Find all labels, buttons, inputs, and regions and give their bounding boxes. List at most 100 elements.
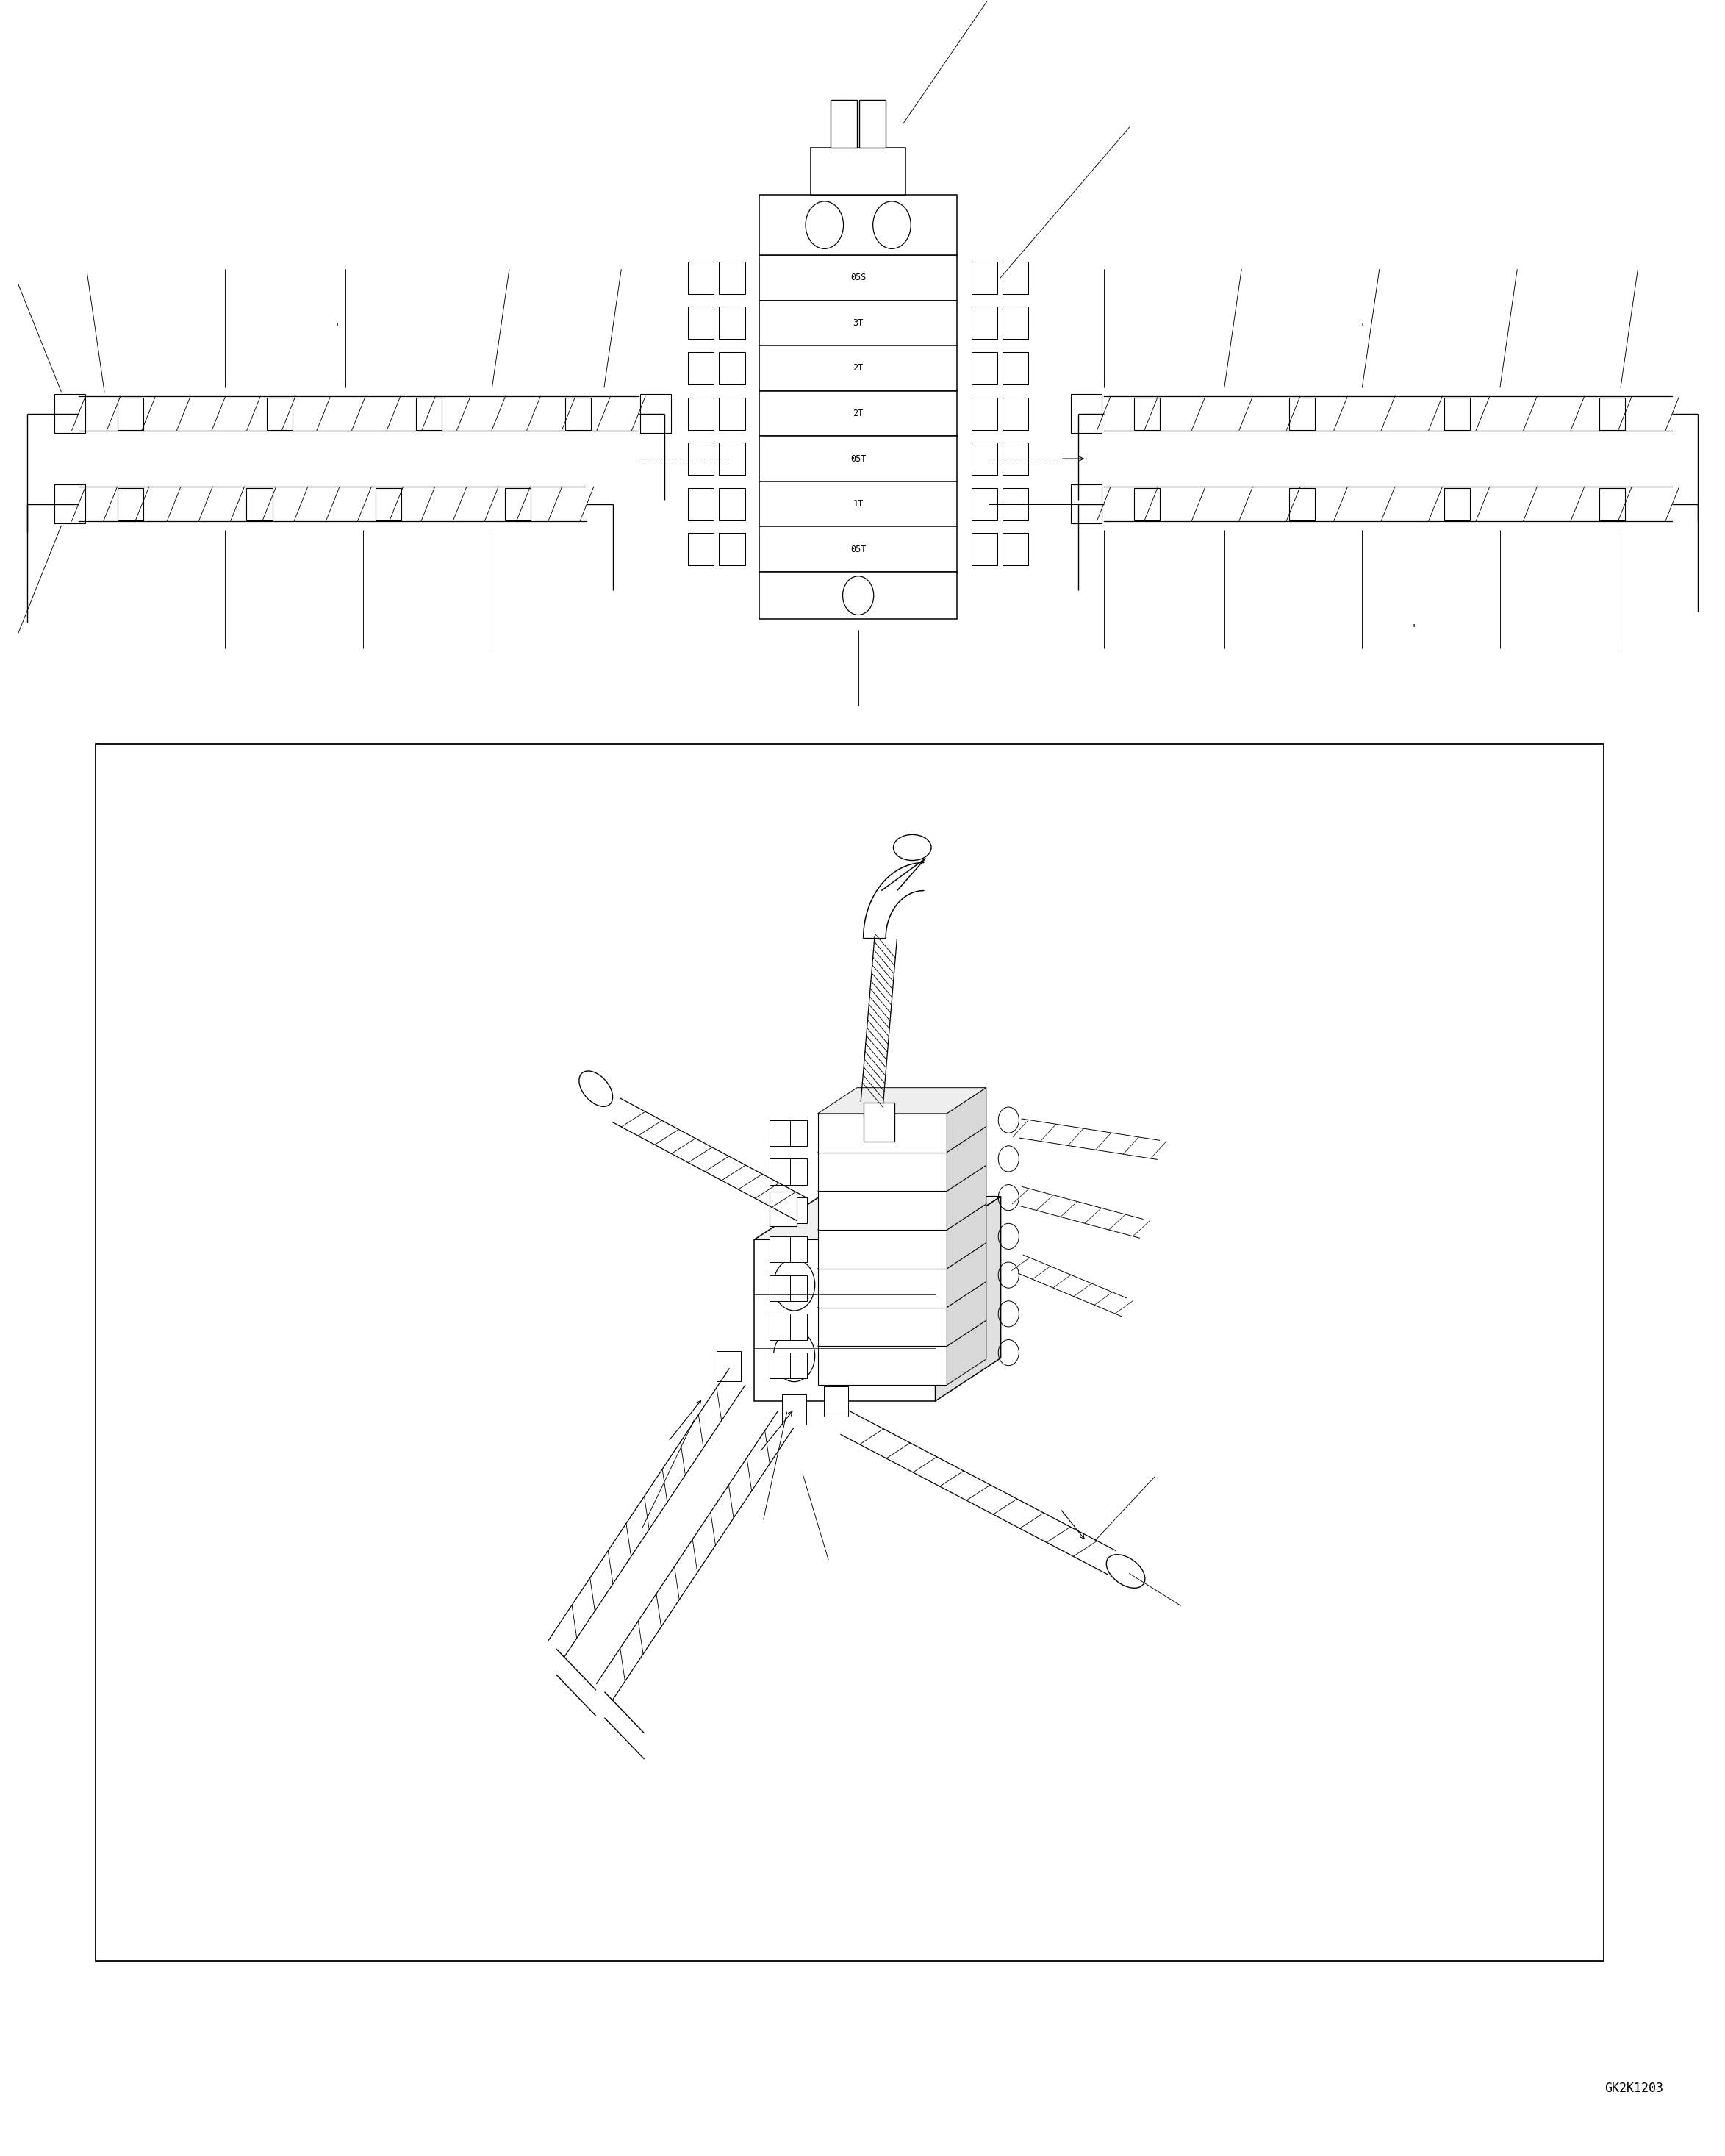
Bar xyxy=(97,744,1603,1962)
Bar xyxy=(247,487,273,520)
Bar xyxy=(811,147,906,194)
Bar xyxy=(688,351,714,384)
Bar xyxy=(267,397,293,429)
Bar xyxy=(971,487,997,520)
Bar xyxy=(1133,397,1159,429)
Polygon shape xyxy=(818,1203,987,1229)
Bar xyxy=(818,1229,947,1268)
Bar xyxy=(781,1395,806,1425)
Polygon shape xyxy=(754,1197,1000,1240)
Bar xyxy=(1444,397,1470,429)
Bar xyxy=(759,390,957,436)
Bar xyxy=(787,1235,807,1261)
Bar xyxy=(719,351,745,384)
Text: 1T: 1T xyxy=(852,500,864,509)
Bar xyxy=(818,1112,947,1151)
Bar xyxy=(759,436,957,481)
Bar xyxy=(859,99,885,147)
Text: 05T: 05T xyxy=(850,455,866,464)
Bar xyxy=(55,395,86,433)
Bar xyxy=(769,1197,790,1222)
Text: 2T: 2T xyxy=(852,410,864,418)
Bar xyxy=(1002,351,1028,384)
Bar xyxy=(787,1352,807,1378)
Bar xyxy=(719,261,745,293)
Bar xyxy=(566,397,592,429)
Bar xyxy=(759,526,957,571)
Bar xyxy=(688,533,714,565)
Bar xyxy=(759,254,957,300)
Text: ': ' xyxy=(335,323,338,334)
Bar xyxy=(1002,533,1028,565)
Polygon shape xyxy=(947,1203,987,1268)
Bar xyxy=(818,1151,947,1190)
Bar xyxy=(825,1386,849,1416)
Bar xyxy=(769,1235,790,1261)
Bar xyxy=(971,533,997,565)
Bar xyxy=(1002,397,1028,429)
Bar xyxy=(769,1192,797,1227)
Bar xyxy=(769,1274,790,1300)
Bar xyxy=(640,395,671,433)
Bar xyxy=(688,397,714,429)
Bar xyxy=(971,306,997,338)
Polygon shape xyxy=(947,1125,987,1190)
Text: 05S: 05S xyxy=(850,274,866,282)
Text: ': ' xyxy=(1361,323,1364,334)
Bar xyxy=(505,487,531,520)
Ellipse shape xyxy=(1106,1554,1145,1589)
Bar xyxy=(971,351,997,384)
Bar xyxy=(759,194,957,254)
Bar xyxy=(716,1352,740,1382)
Polygon shape xyxy=(818,1164,987,1190)
Polygon shape xyxy=(947,1087,987,1151)
Bar xyxy=(831,99,857,147)
Bar xyxy=(759,300,957,345)
Bar xyxy=(117,487,143,520)
Bar xyxy=(818,1268,947,1307)
Bar xyxy=(719,487,745,520)
Bar xyxy=(787,1313,807,1339)
Bar xyxy=(759,481,957,526)
Bar xyxy=(1002,306,1028,338)
Bar xyxy=(971,261,997,293)
Bar xyxy=(759,345,957,390)
Bar xyxy=(688,261,714,293)
Polygon shape xyxy=(818,1281,987,1307)
Text: GK2K1203: GK2K1203 xyxy=(1604,2081,1663,2096)
Bar xyxy=(1599,397,1625,429)
Text: 3T: 3T xyxy=(852,319,864,328)
Bar xyxy=(1444,487,1470,520)
Polygon shape xyxy=(818,1319,987,1345)
Bar xyxy=(769,1313,790,1339)
Polygon shape xyxy=(818,1242,987,1268)
Bar xyxy=(719,442,745,474)
Bar xyxy=(818,1345,947,1384)
Polygon shape xyxy=(818,1125,987,1151)
Polygon shape xyxy=(935,1197,1000,1401)
Bar xyxy=(818,1307,947,1345)
Polygon shape xyxy=(947,1281,987,1345)
Text: ': ' xyxy=(1413,625,1416,636)
Bar xyxy=(55,485,86,524)
Bar xyxy=(416,397,442,429)
Polygon shape xyxy=(947,1164,987,1229)
Polygon shape xyxy=(947,1319,987,1384)
Bar xyxy=(754,1240,935,1401)
Bar xyxy=(769,1352,790,1378)
Bar xyxy=(688,306,714,338)
Bar xyxy=(862,1102,894,1141)
Text: 2T: 2T xyxy=(852,364,864,373)
Bar xyxy=(787,1119,807,1145)
Bar xyxy=(787,1158,807,1184)
Bar xyxy=(759,571,957,619)
Polygon shape xyxy=(947,1242,987,1307)
Bar xyxy=(719,397,745,429)
Polygon shape xyxy=(818,1087,987,1112)
Bar xyxy=(719,306,745,338)
Bar xyxy=(769,1119,790,1145)
Bar xyxy=(787,1197,807,1222)
Bar xyxy=(1002,261,1028,293)
Text: 05T: 05T xyxy=(850,545,866,554)
Bar xyxy=(1289,487,1314,520)
